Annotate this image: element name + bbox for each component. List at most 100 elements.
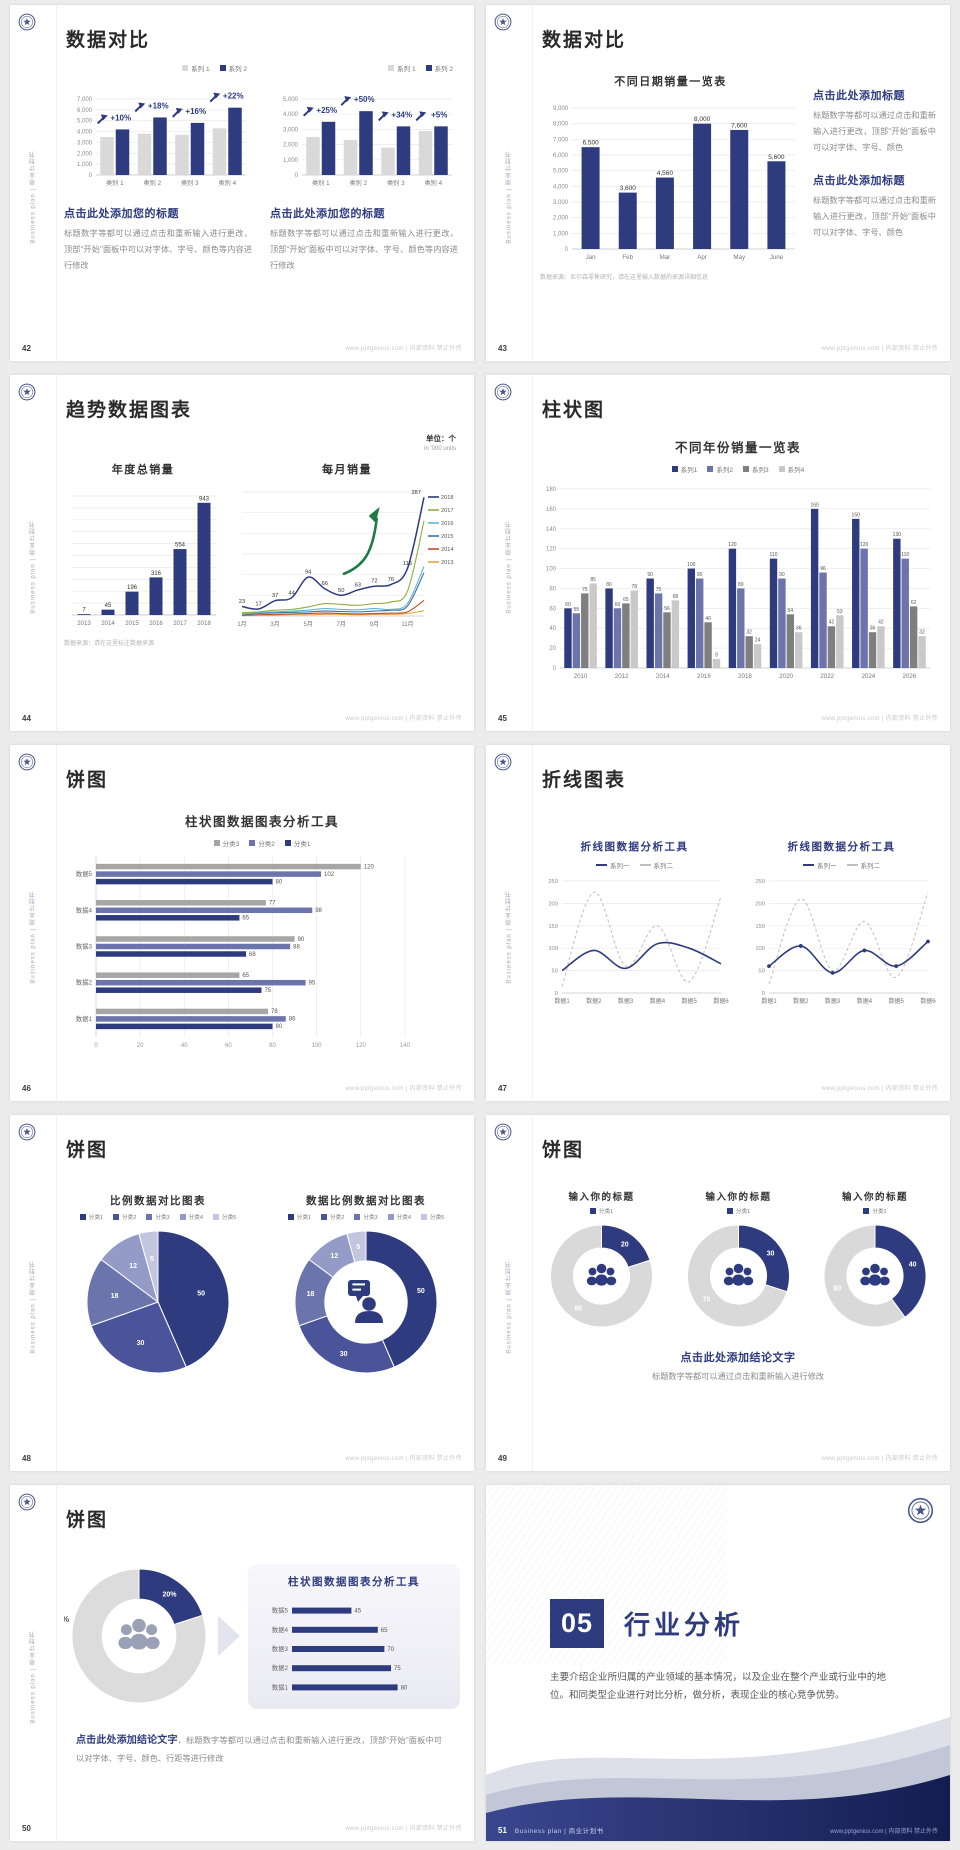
slide-sidebar: Business plan | 商业计划书 [10,745,57,1101]
svg-text:32: 32 [919,630,925,636]
svg-text:5: 5 [150,1256,154,1263]
slide-51-section-divider[interactable]: 05 行业分析 主要介绍企业所归属的产业领域的基本情况，以及企业在整个产业或行业… [486,1485,950,1841]
svg-text:20%: 20% [163,1591,178,1598]
slide-47-line-charts[interactable]: Business plan | 商业计划书 折线图表 折线图数据分析工具 系列一… [486,745,950,1101]
svg-text:类别 4: 类别 4 [424,179,442,187]
svg-text:75: 75 [656,587,662,593]
svg-text:54: 54 [788,608,794,614]
svg-text:3月: 3月 [270,621,279,628]
chart-panel: 年度总销量 7 2013 45 2014 196 2015 316 2016 554 2017 94… [64,461,222,629]
chart-panel: 比例数据对比图表 分类1 分类2 分类3 分类4 分类5 50 30 18 12 5 [64,1193,252,1381]
svg-text:数据1: 数据1 [761,997,777,1005]
footer-watermark: www.pptgenius.com | 内部资料 禁止外传 [821,1086,938,1092]
svg-text:20: 20 [549,646,556,652]
svg-text:1,000: 1,000 [553,231,569,237]
svg-text:2013: 2013 [441,560,453,566]
svg-text:17: 17 [255,601,261,607]
slide-48-pie-charts[interactable]: Business plan | 商业计划书 饼图 比例数据对比图表 分类1 分类2… [10,1115,474,1471]
horizontal-bar-chart: 0 20 40 60 80 100 120 140 数据5 120 102 80 数据4 77 98 65 数据… [64,852,460,1050]
slide-43-data-comparison[interactable]: Business plan | 商业计划书 数据对比 不同日期销量一览表 0 1,… [486,5,950,361]
slide-44-trend-charts[interactable]: Business plan | 商业计划书 趋势数据图表 单位：个 in '000… [10,375,474,731]
svg-text:4,000: 4,000 [77,130,93,136]
slide-sidebar: Business plan | 商业计划书 [486,375,533,731]
chart-panel: 数据比例数据对比图表 分类1 分类2 分类3 分类4 分类5 50 30 18 12 5 [272,1193,460,1381]
svg-text:66: 66 [322,581,328,587]
svg-text:9: 9 [715,653,718,659]
chart-title: 每月销量 [322,464,372,476]
slide-50-donut-and-bars[interactable]: Business plan | 商业计划书 饼图 20% 80% 柱状图数据图表分… [10,1485,474,1841]
svg-text:46: 46 [705,616,711,622]
brand-logo-icon [494,1123,512,1141]
svg-text:30: 30 [340,1351,348,1358]
svg-text:100: 100 [755,946,765,952]
footer-watermark: www.pptgenius.com | 内部资料 禁止外传 [830,1828,938,1835]
svg-text:32: 32 [746,630,752,636]
svg-text:60: 60 [565,602,571,608]
svg-text:78: 78 [271,1009,278,1015]
svg-text:2014: 2014 [656,673,670,680]
slide-content: 折线图数据分析工具 系列一 系列二 0 50 100 150 200 250 数据1 数据2 数据… [486,745,950,1101]
chart-legend: 分类1 分类2 分类3 分类4 分类5 [64,1213,252,1221]
svg-text:90: 90 [779,572,785,578]
svg-text:2017: 2017 [441,508,453,514]
svg-text:77: 77 [269,901,276,907]
slide-content: 不同日期销量一览表 0 1,000 2,000 3,000 4,000 5,000 6,00… [486,5,950,361]
annual-bar-chart: 7 2013 45 2014 196 2015 316 2016 554 2017 943 2018 [64,483,222,629]
chart-panel: 系列 1 系列 2 0 1,000 2,000 3,000 4,000 5,000 +25% 类… [270,63,458,274]
svg-text:8,000: 8,000 [553,122,569,128]
svg-text:数据3: 数据3 [825,997,841,1005]
svg-text:86: 86 [289,1017,296,1023]
slide-49-donut-charts[interactable]: Business plan | 商业计划书 饼图 输入你的标题 分类1 20 80… [486,1115,950,1471]
svg-text:数据3: 数据3 [618,997,634,1005]
svg-text:80: 80 [738,582,744,588]
svg-text:68: 68 [673,594,679,600]
monthly-line-chart: 23 17 37 44 94 66 50 63 72 76 115 287 1月 3月 5月 7月 9月 11月 2… [234,483,460,629]
svg-text:2017: 2017 [173,620,187,627]
block-heading: 点击此处添加标题 [813,90,905,102]
svg-text:120: 120 [860,542,869,548]
slide-content: 年度总销量 7 2013 45 2014 196 2015 316 2016 554 2017 94… [10,375,474,731]
slide-sidebar: Business plan | 商业计划书 [10,1115,57,1471]
slide-46-pie-chart[interactable]: Business plan | 商业计划书 饼图 柱状图数据图表分析工具 分类3… [10,745,474,1101]
svg-text:60: 60 [225,1043,232,1049]
slide-title: 饼图 [66,1140,109,1161]
svg-text:数据5: 数据5 [889,997,905,1005]
svg-text:40: 40 [549,626,556,632]
svg-text:7月: 7月 [337,621,346,628]
slide-45-column-chart[interactable]: Business plan | 商业计划书 柱状图 不同年份销量一览表 系列1 系… [486,375,950,731]
chart-legend: 系列 1 系列 2 [64,63,252,73]
slide-title: 饼图 [66,1510,109,1531]
svg-text:88: 88 [293,944,300,950]
conclusion-paragraph: 点击此处添加结论文字，标题数字等都可以通过点击和重新输入进行更改，顶部“开始”面… [76,1731,442,1766]
slide-title: 饼图 [66,770,109,791]
svg-text:90: 90 [697,572,703,578]
svg-text:150: 150 [755,924,765,930]
svg-text:44: 44 [288,590,295,596]
panel-body: 标题数字等都可以通过点击和重新输入进行更改，顶部“开始”面板中可以对字体、字号、… [64,229,252,270]
svg-text:2015: 2015 [441,534,453,540]
svg-text:200: 200 [755,901,765,907]
svg-text:180: 180 [546,487,557,493]
slide-title: 数据对比 [66,30,151,51]
svg-text:102: 102 [324,872,335,878]
svg-text:12: 12 [129,1263,137,1270]
svg-text:60: 60 [834,1286,842,1293]
svg-text:40: 40 [181,1043,188,1049]
slide-42-data-comparison[interactable]: Business plan | 商业计划书 数据对比 系列 1 系列 2 0 1,0… [10,5,474,361]
grouped-bar-chart: 0 1,000 2,000 3,000 4,000 5,000 +25% 类别 1 +50% 类别… [270,73,458,189]
svg-text:数据2: 数据2 [793,997,809,1005]
text-column: 点击此处添加标题 标题数字等都可以通过点击和重新输入进行更改，顶部“开始”面板中… [813,59,936,281]
svg-text:150: 150 [548,924,558,930]
svg-text:3,000: 3,000 [77,140,93,146]
svg-text:42: 42 [829,620,835,626]
svg-text:+22%: +22% [223,92,244,101]
chart-legend: 分类1 [540,1207,663,1215]
svg-text:45: 45 [354,1608,361,1614]
svg-text:1,000: 1,000 [77,162,93,168]
brand-logo-icon [494,753,512,771]
panel-heading: 点击此处添加您的标题 [64,208,179,220]
slide-sidebar: Business plan | 商业计划书 [486,5,533,361]
chart-title: 柱状图数据图表分析工具 [184,815,339,829]
svg-text:72: 72 [371,579,377,585]
svg-text:70: 70 [703,1297,711,1304]
